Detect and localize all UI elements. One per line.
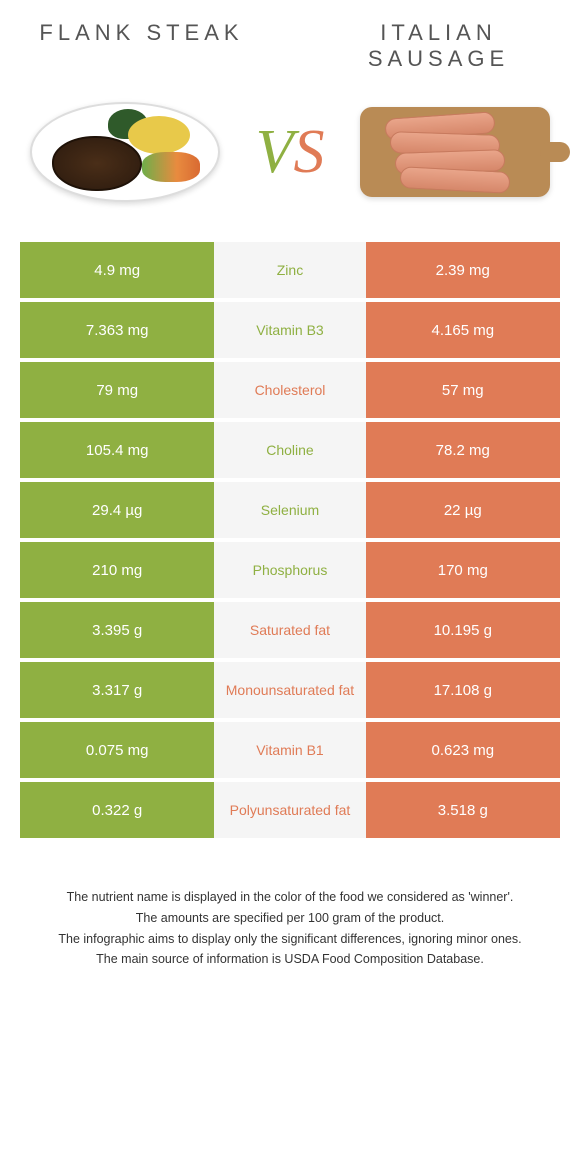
left-value: 0.322 g	[20, 782, 214, 838]
footnote-line: The amounts are specified per 100 gram o…	[30, 909, 550, 928]
table-row: 4.9 mgZinc2.39 mg	[20, 242, 560, 298]
right-value: 170 mg	[366, 542, 560, 598]
table-row: 0.322 gPolyunsaturated fat3.518 g	[20, 782, 560, 838]
right-value: 3.518 g	[366, 782, 560, 838]
left-value: 79 mg	[20, 362, 214, 418]
nutrient-label: Phosphorus	[214, 542, 365, 598]
left-value: 0.075 mg	[20, 722, 214, 778]
left-value: 4.9 mg	[20, 242, 214, 298]
nutrient-label: Zinc	[214, 242, 365, 298]
comparison-table: 4.9 mgZinc2.39 mg7.363 mgVitamin B34.165…	[20, 242, 560, 838]
footnote-line: The nutrient name is displayed in the co…	[30, 888, 550, 907]
footnote-line: The infographic aims to display only the…	[30, 930, 550, 949]
footnote-line: The main source of information is USDA F…	[30, 950, 550, 969]
left-value: 7.363 mg	[20, 302, 214, 358]
table-row: 3.395 gSaturated fat10.195 g	[20, 602, 560, 658]
table-row: 29.4 µgSelenium22 µg	[20, 482, 560, 538]
nutrient-label: Vitamin B1	[214, 722, 365, 778]
left-value: 29.4 µg	[20, 482, 214, 538]
table-row: 0.075 mgVitamin B10.623 mg	[20, 722, 560, 778]
vs-label: VS	[256, 121, 325, 183]
right-value: 22 µg	[366, 482, 560, 538]
right-food-title: ITALIAN SAUSAGE	[317, 20, 560, 72]
table-row: 105.4 mgCholine78.2 mg	[20, 422, 560, 478]
left-value: 210 mg	[20, 542, 214, 598]
nutrient-label: Selenium	[214, 482, 365, 538]
nutrient-label: Vitamin B3	[214, 302, 365, 358]
right-value: 78.2 mg	[366, 422, 560, 478]
right-value: 17.108 g	[366, 662, 560, 718]
table-row: 3.317 gMonounsaturated fat17.108 g	[20, 662, 560, 718]
nutrient-label: Saturated fat	[214, 602, 365, 658]
right-value: 4.165 mg	[366, 302, 560, 358]
nutrient-label: Polyunsaturated fat	[214, 782, 365, 838]
right-value: 57 mg	[366, 362, 560, 418]
vs-s: S	[293, 121, 324, 183]
table-row: 79 mgCholesterol57 mg	[20, 362, 560, 418]
vs-v: V	[256, 121, 294, 183]
nutrient-label: Monounsaturated fat	[214, 662, 365, 718]
images-row: VS	[20, 92, 560, 212]
left-value: 3.317 g	[20, 662, 214, 718]
right-value: 0.623 mg	[366, 722, 560, 778]
table-row: 7.363 mgVitamin B34.165 mg	[20, 302, 560, 358]
left-food-title: FLANK STEAK	[20, 20, 263, 46]
footnotes: The nutrient name is displayed in the co…	[20, 888, 560, 969]
table-row: 210 mgPhosphorus170 mg	[20, 542, 560, 598]
left-food-image	[25, 92, 225, 212]
nutrient-label: Choline	[214, 422, 365, 478]
title-row: FLANK STEAK ITALIAN SAUSAGE	[20, 20, 560, 72]
right-value: 10.195 g	[366, 602, 560, 658]
right-value: 2.39 mg	[366, 242, 560, 298]
right-food-image	[355, 92, 555, 212]
left-value: 3.395 g	[20, 602, 214, 658]
nutrient-label: Cholesterol	[214, 362, 365, 418]
left-value: 105.4 mg	[20, 422, 214, 478]
